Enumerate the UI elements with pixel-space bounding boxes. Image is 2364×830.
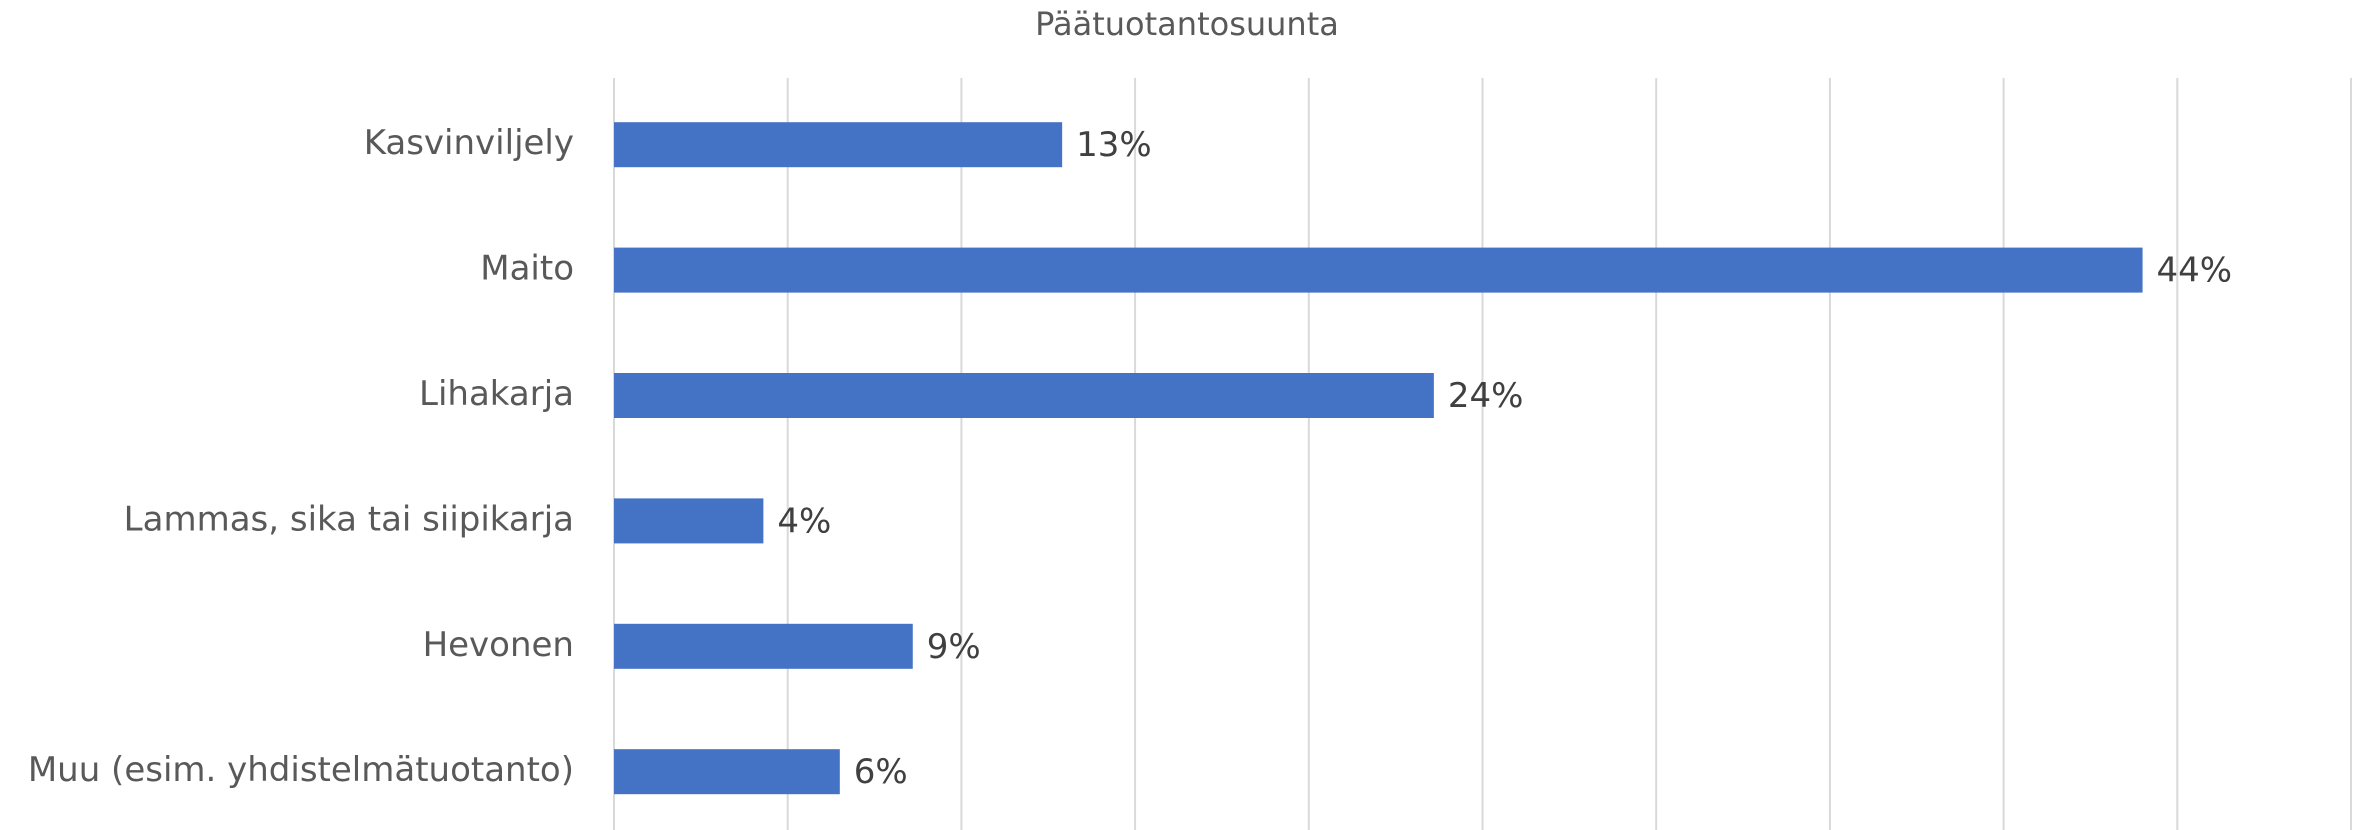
bar — [614, 749, 840, 795]
data-label: 6% — [854, 752, 908, 792]
data-label: 44% — [2157, 251, 2233, 291]
data-label: 24% — [1448, 376, 1524, 416]
bar — [614, 373, 1434, 418]
data-label: 9% — [927, 627, 981, 667]
bar — [614, 623, 913, 669]
y-tick-label: Hevonen — [423, 625, 574, 665]
chart-title: Päätuotantosuunta — [1035, 5, 1339, 43]
y-tick-label: Lihakarja — [419, 374, 574, 414]
bar — [614, 498, 764, 544]
bar — [614, 122, 1063, 168]
data-label: 13% — [1076, 125, 1152, 165]
y-tick-label: Kasvinviljely — [364, 123, 574, 163]
y-tick-label: Lammas, sika tai siipikarja — [124, 499, 574, 539]
y-tick-label: Muu (esim. yhdistelmätuotanto) — [28, 750, 574, 790]
data-label: 4% — [777, 501, 831, 541]
y-tick-label: Maito — [480, 249, 574, 289]
bar — [614, 247, 2143, 293]
